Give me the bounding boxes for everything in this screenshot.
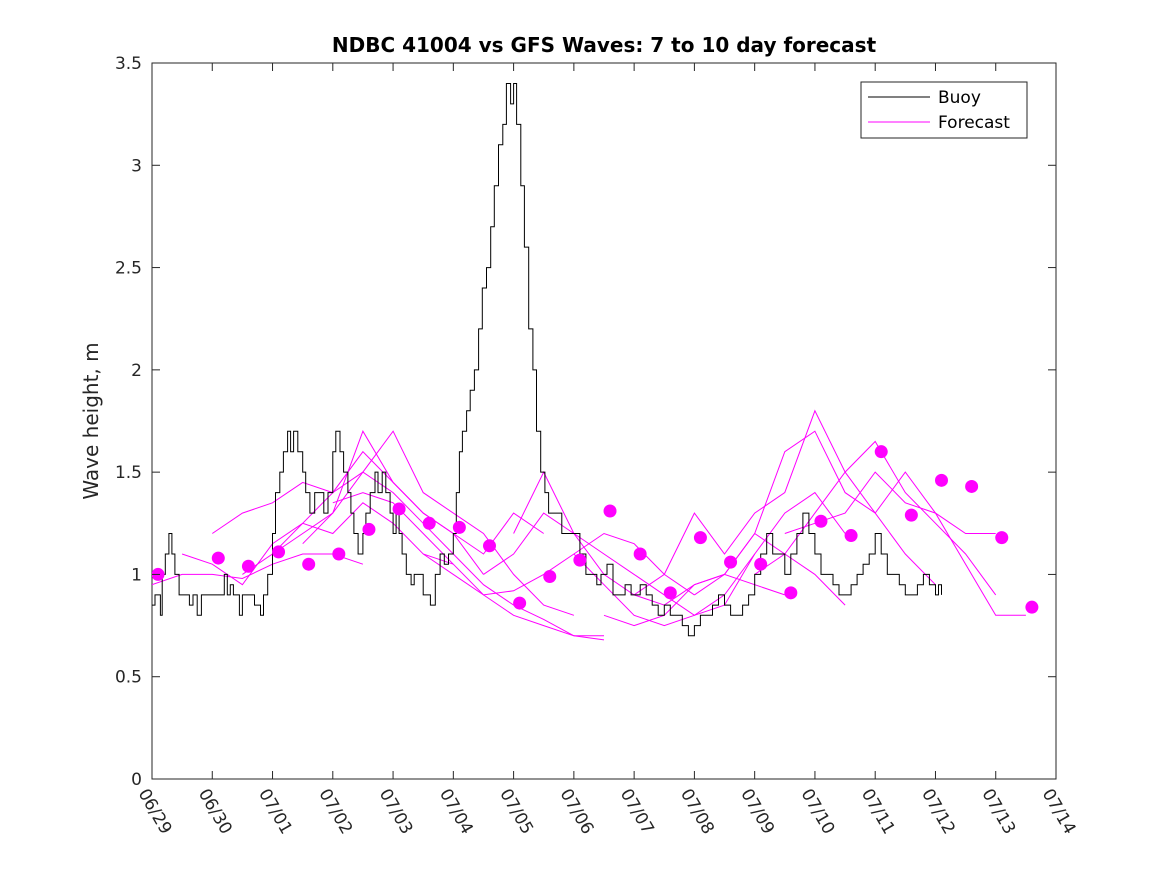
y-tick-label: 1.5 bbox=[115, 463, 142, 483]
forecast-point bbox=[934, 473, 948, 487]
forecast-point bbox=[272, 545, 286, 559]
x-tick-label: 07/14 bbox=[1038, 786, 1080, 838]
x-tick-label: 07/08 bbox=[676, 786, 718, 838]
x-tick-label: 07/02 bbox=[314, 786, 356, 838]
forecast-point bbox=[693, 531, 707, 545]
forecast-point bbox=[302, 557, 316, 571]
forecast-point bbox=[784, 586, 798, 600]
forecast-point bbox=[573, 553, 587, 567]
forecast-run-line bbox=[272, 430, 575, 616]
legend-label-forecast: Forecast bbox=[938, 113, 1010, 133]
forecast-point bbox=[844, 529, 858, 543]
x-tick-label: 07/11 bbox=[857, 786, 899, 838]
forecast-point bbox=[362, 522, 376, 536]
forecast-run-line bbox=[483, 512, 756, 616]
x-tick-label: 07/04 bbox=[435, 786, 477, 838]
forecast-point bbox=[874, 445, 888, 459]
forecast-run-line bbox=[332, 492, 604, 637]
y-tick-label: 2.5 bbox=[115, 259, 142, 279]
x-tick-label: 07/06 bbox=[556, 786, 598, 838]
x-tick-label: 07/01 bbox=[254, 786, 296, 838]
forecast-point bbox=[392, 502, 406, 516]
forecast-run-line bbox=[152, 553, 364, 586]
y-axis-label: Wave height, m bbox=[79, 342, 103, 499]
forecast-point bbox=[543, 569, 557, 583]
forecast-point bbox=[603, 504, 617, 518]
legend: Buoy Forecast bbox=[860, 81, 1028, 139]
x-tick-label: 06/30 bbox=[194, 786, 236, 838]
forecast-point bbox=[332, 547, 346, 561]
forecast-point bbox=[482, 539, 496, 553]
forecast-point bbox=[663, 586, 677, 600]
forecast-point bbox=[814, 514, 828, 528]
y-tick-label: 3.5 bbox=[115, 54, 142, 74]
plot-series-group bbox=[152, 83, 1039, 641]
forecast-point bbox=[965, 479, 979, 493]
x-tick-label: 07/12 bbox=[917, 786, 959, 838]
legend-label-buoy: Buoy bbox=[938, 88, 981, 108]
chart-title: NDBC 41004 vs GFS Waves: 7 to 10 day for… bbox=[332, 33, 877, 57]
forecast-run-line bbox=[573, 491, 846, 627]
y-tick-label: 0.5 bbox=[115, 668, 142, 688]
forecast-run-line bbox=[633, 409, 936, 596]
forecast-run-line bbox=[242, 430, 544, 575]
forecast-point bbox=[452, 520, 466, 534]
forecast-run-line bbox=[422, 532, 695, 596]
x-tick-label: 07/03 bbox=[375, 786, 417, 838]
y-tick-label: 0 bbox=[131, 770, 142, 790]
forecast-point bbox=[724, 555, 738, 569]
forecast-point bbox=[1025, 600, 1039, 614]
legend-box bbox=[860, 81, 1028, 139]
plot-area bbox=[151, 62, 1057, 780]
forecast-point bbox=[422, 516, 436, 530]
x-tick-label: 07/09 bbox=[736, 786, 778, 838]
x-tick-label: 07/13 bbox=[977, 786, 1019, 838]
x-tick-label: 07/07 bbox=[616, 786, 658, 838]
buoy-line bbox=[152, 83, 942, 637]
forecast-point bbox=[904, 508, 918, 522]
forecast-point bbox=[633, 547, 647, 561]
y-tick-label: 3 bbox=[131, 156, 142, 176]
forecast-point bbox=[513, 596, 527, 610]
x-tick-label: 07/10 bbox=[797, 786, 839, 838]
forecast-point bbox=[211, 551, 225, 565]
forecast-run-line bbox=[694, 430, 996, 596]
x-tick-label: 07/05 bbox=[495, 786, 537, 838]
x-tick-label: 06/29 bbox=[134, 786, 176, 838]
forecast-run-line bbox=[754, 440, 997, 596]
forecast-point bbox=[241, 559, 255, 573]
y-tick-label: 1 bbox=[131, 565, 142, 585]
y-tick-label: 2 bbox=[131, 361, 142, 381]
forecast-point bbox=[995, 531, 1009, 545]
forecast-point bbox=[754, 557, 768, 571]
